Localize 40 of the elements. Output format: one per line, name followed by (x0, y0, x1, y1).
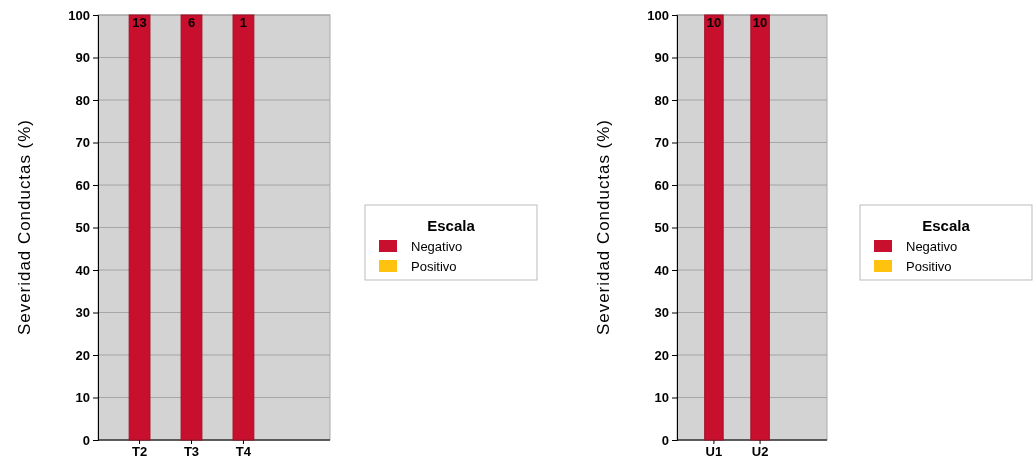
x-tick-label: T4 (235, 444, 252, 460)
y-tick-label: 60 (654, 177, 669, 193)
x-tick-label: T2 (131, 444, 148, 460)
legend-title: Escala (922, 217, 971, 234)
annotation: 10 (706, 15, 722, 30)
y-tick-label: 20 (75, 347, 90, 363)
legend-label: Positivo (411, 259, 457, 274)
x-tick-label: T3 (183, 444, 200, 460)
annotation: 6 (187, 15, 196, 30)
legend-label: Positivo (906, 259, 952, 274)
y-tick-label: 70 (654, 135, 669, 151)
y-tick-label: 0 (661, 432, 669, 448)
y-tick-label: 100 (68, 7, 90, 23)
y-tick-label: 80 (654, 92, 669, 108)
annotation: 10 (752, 15, 768, 30)
annotation: 13 (132, 15, 147, 30)
y-tick-label: 80 (75, 92, 90, 108)
legend-label: Negativo (411, 239, 463, 254)
y-axis-title: Severidad Conductas (%) (15, 120, 34, 335)
y-tick-label: 40 (654, 262, 669, 278)
y-tick-label: 50 (75, 220, 90, 236)
y-tick-label: 90 (75, 50, 90, 66)
y-tick-label: 10 (75, 390, 90, 406)
y-tick-label: 70 (75, 135, 90, 151)
y-tick-label: 50 (654, 220, 669, 236)
y-tick-label: 20 (654, 347, 669, 363)
annotation: 1 (239, 15, 248, 30)
x-tick-label: U2 (751, 444, 769, 460)
legend-label: Negativo (906, 239, 958, 254)
legend-title: Escala (427, 217, 476, 234)
y-axis-title: Severidad Conductas (%) (594, 120, 613, 335)
x-tick-label: U1 (705, 444, 723, 460)
y-tick-label: 40 (75, 262, 90, 278)
y-tick-label: 90 (654, 50, 669, 66)
y-tick-label: 30 (654, 305, 669, 321)
y-tick-label: 30 (75, 305, 90, 321)
y-tick-label: 100 (647, 7, 669, 23)
y-tick-label: 0 (82, 432, 90, 448)
y-tick-label: 10 (654, 390, 669, 406)
y-tick-label: 60 (75, 177, 90, 193)
